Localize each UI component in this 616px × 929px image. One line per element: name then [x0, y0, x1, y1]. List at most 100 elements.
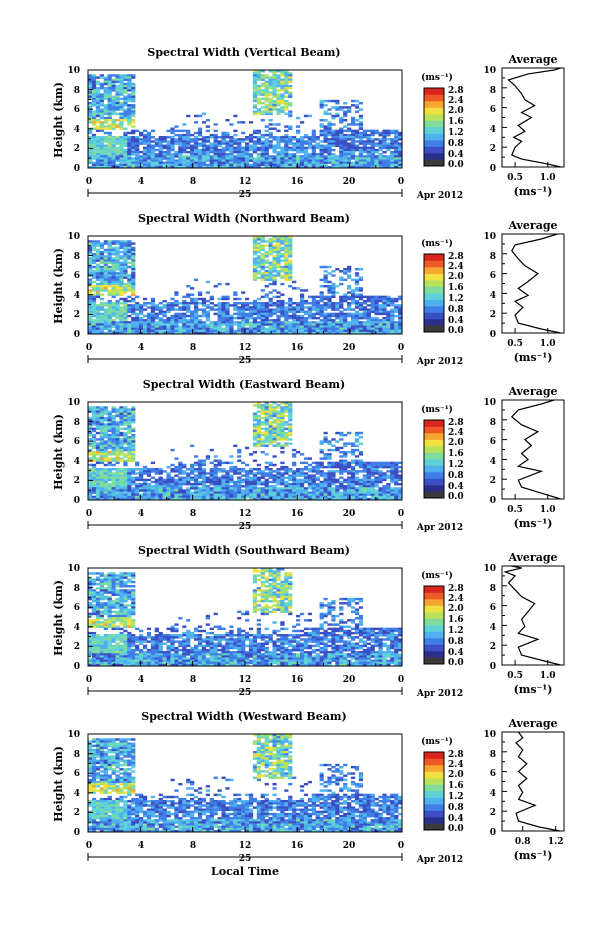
heatmap-cell [296, 165, 301, 169]
heatmap-cell [135, 485, 140, 488]
heatmap-cell [268, 412, 273, 416]
heatmap-cell [193, 278, 199, 282]
heatmap-cell [119, 78, 124, 81]
heatmap-cell [213, 163, 218, 167]
heatmap-cell [142, 297, 148, 301]
heatmap-cell [217, 148, 222, 152]
heatmap-cell [276, 423, 281, 426]
heatmap-cell [382, 150, 387, 154]
heatmap-cell [88, 291, 93, 294]
heatmap-cell [178, 306, 183, 309]
heatmap-cell [354, 282, 360, 286]
heatmap-cell [103, 325, 108, 328]
heatmap-cell [296, 497, 301, 501]
heatmap-cell [264, 468, 269, 471]
heatmap-cell [197, 308, 203, 311]
heatmap-cell [190, 325, 195, 328]
heatmap-cell [127, 80, 132, 84]
heatmap-cell [327, 99, 332, 103]
heatmap-cell [288, 497, 293, 501]
heatmap-cell [315, 329, 320, 333]
heatmap-cell [292, 480, 297, 484]
heatmap-cell [237, 459, 242, 462]
heatmap-cell [288, 248, 293, 252]
heatmap-cell [272, 289, 277, 292]
heatmap-cell [292, 157, 297, 160]
heatmap-cell [268, 421, 273, 424]
heatmap-cell [170, 495, 175, 499]
heatmap-cell [347, 297, 352, 301]
heatmap-cell [142, 133, 148, 137]
heatmap-cell [146, 138, 152, 141]
heatmap-cell [343, 163, 348, 167]
heatmap-cell [252, 142, 258, 145]
heatmap-cell [217, 140, 222, 143]
heatmap-cell [178, 319, 183, 322]
heatmap-cell [256, 491, 261, 494]
heatmap-cell [205, 155, 210, 158]
y-tick-label: 6 [74, 105, 80, 115]
heatmap-cell [162, 136, 167, 139]
heatmap-cell [248, 308, 254, 311]
heatmap-cell [276, 240, 281, 243]
heatmap-cell [190, 155, 195, 158]
heatmap-cell [374, 295, 379, 299]
heatmap-cell [315, 321, 320, 324]
heatmap-cell [256, 261, 261, 264]
heatmap-cell [245, 165, 250, 169]
heatmap-cell [158, 148, 163, 152]
heatmap-cell [398, 138, 403, 141]
heatmap-cell [178, 144, 183, 147]
heatmap-cell [88, 419, 93, 422]
heatmap-cell [119, 468, 124, 471]
colorbar-segment [424, 94, 444, 102]
heatmap-cell [284, 163, 289, 167]
heatmap-cell [127, 478, 132, 482]
heatmap-cell [103, 453, 108, 456]
heatmap-cell [350, 131, 356, 135]
heatmap-cell [186, 306, 191, 309]
heatmap-cell [245, 321, 250, 324]
heatmap-cell [370, 140, 375, 143]
heatmap-cell [268, 495, 273, 499]
heatmap-cell [111, 446, 116, 450]
heatmap-cell [178, 478, 183, 482]
heatmap-cell [319, 312, 324, 316]
heatmap-cell [284, 108, 289, 111]
heatmap-cell [350, 316, 356, 320]
heatmap-cell [354, 280, 360, 284]
heatmap-cell [135, 463, 140, 467]
heatmap-cell [284, 101, 289, 105]
heatmap-cell [174, 308, 179, 311]
heatmap-cell [158, 312, 163, 316]
heatmap-cell [88, 302, 93, 305]
heatmap-cell [343, 295, 348, 299]
heatmap-cell [166, 308, 171, 311]
heatmap-cell [248, 489, 254, 492]
heatmap-cell [150, 319, 156, 322]
heatmap-cell [268, 70, 273, 73]
heatmap-cell [288, 308, 293, 311]
heatmap-cell [123, 323, 128, 326]
heatmap-cell [217, 497, 222, 501]
heatmap-cell [95, 244, 101, 247]
heatmap-cell [276, 319, 281, 322]
heatmap-cell [139, 308, 144, 311]
heatmap-cell [127, 448, 132, 452]
heatmap-cell [354, 323, 360, 326]
heatmap-cell [107, 240, 112, 243]
heatmap-cell [99, 138, 104, 141]
heatmap-cell [119, 87, 124, 90]
heatmap-cell [311, 155, 316, 158]
heatmap-cell [386, 165, 391, 169]
heatmap-cell [347, 163, 352, 167]
heatmap-cell [221, 314, 226, 318]
heatmap-cell [190, 302, 195, 305]
heatmap-cell [284, 261, 289, 264]
heatmap-cell [276, 478, 281, 482]
heatmap-cell [111, 272, 116, 275]
heatmap-cell [347, 274, 352, 277]
heatmap-cell [394, 144, 399, 147]
heatmap-cell [99, 459, 104, 462]
heatmap-cell [276, 157, 281, 160]
